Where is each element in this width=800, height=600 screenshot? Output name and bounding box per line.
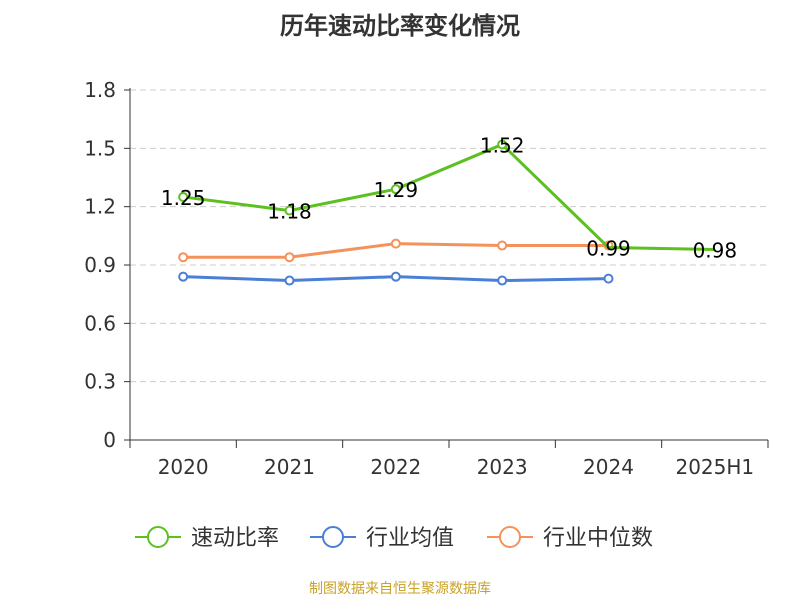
data-point	[178, 191, 189, 202]
y-tick-label: 0	[103, 428, 116, 452]
y-tick-label: 0.6	[84, 311, 116, 335]
legend-marker	[499, 526, 521, 548]
chart-title: 历年速动比率变化情况	[280, 12, 520, 40]
data-label: 1.25	[161, 186, 206, 210]
data-point	[497, 240, 508, 251]
x-tick-label: 2020	[158, 455, 209, 479]
x-tick-label: 2025H1	[675, 455, 754, 479]
source-note: 制图数据来自恒生聚源数据库	[309, 581, 491, 597]
data-label: 0.98	[693, 238, 738, 262]
data-point	[390, 238, 401, 249]
data-point	[178, 271, 189, 282]
data-label: 1.18	[267, 200, 312, 224]
y-tick-label: 1.5	[84, 136, 116, 160]
series-line	[182, 142, 715, 251]
y-tick-label: 0.9	[84, 253, 116, 277]
legend-label: 行业中位数	[543, 526, 653, 551]
data-point	[603, 273, 614, 284]
y-tick-label: 0.3	[84, 370, 116, 394]
data-point	[497, 139, 508, 150]
data-point	[390, 271, 401, 282]
legend-marker	[322, 526, 344, 548]
x-tick-label: 2023	[477, 455, 528, 479]
data-point	[284, 275, 295, 286]
data-point	[284, 205, 295, 216]
x-tick-label: 2021	[264, 455, 315, 479]
legend-label: 行业均值	[366, 526, 454, 551]
legend-label: 速动比率	[191, 526, 279, 551]
y-tick-label: 1.8	[84, 78, 116, 102]
data-label: 0.99	[586, 237, 631, 261]
legend-marker	[147, 526, 169, 548]
y-tick-label: 1.2	[84, 195, 116, 219]
data-point	[284, 252, 295, 263]
data-label: 1.52	[480, 133, 525, 157]
data-label: 1.29	[374, 178, 419, 202]
data-point	[178, 252, 189, 263]
x-tick-label: 2022	[370, 455, 421, 479]
x-tick-label: 2024	[583, 455, 634, 479]
data-point	[390, 184, 401, 195]
data-point	[497, 275, 508, 286]
